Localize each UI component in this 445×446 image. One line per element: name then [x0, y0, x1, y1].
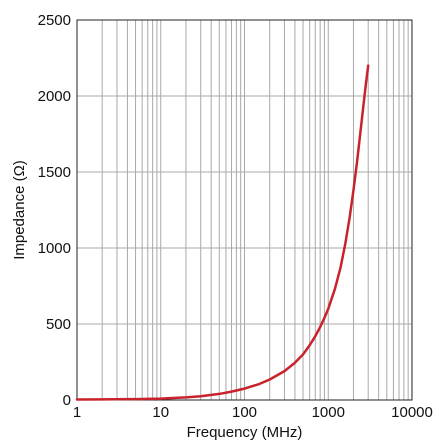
- grid: [77, 20, 412, 400]
- x-tick-label: 10: [152, 404, 169, 421]
- y-tick-label: 1000: [38, 240, 71, 257]
- y-axis-label: Impedance (Ω): [11, 160, 28, 260]
- y-tick-label: 2500: [38, 12, 71, 29]
- y-tick-label: 500: [46, 316, 71, 333]
- y-tick-label: 1500: [38, 164, 71, 181]
- x-tick-label: 10000: [391, 404, 433, 421]
- x-tick-label: 100: [232, 404, 257, 421]
- plot-frame: [76, 19, 413, 401]
- x-tick-label: 1: [73, 404, 81, 421]
- impedance-curve: [75, 64, 370, 401]
- y-tick-label: 0: [63, 392, 71, 409]
- tick-labels: 1 10 100 1000 10000 0 500 1000 1500 2000 2500: [38, 12, 433, 421]
- y-tick-label: 2000: [38, 88, 71, 105]
- x-tick-label: 1000: [312, 404, 345, 421]
- x-axis-label: Frequency (MHz): [187, 424, 303, 441]
